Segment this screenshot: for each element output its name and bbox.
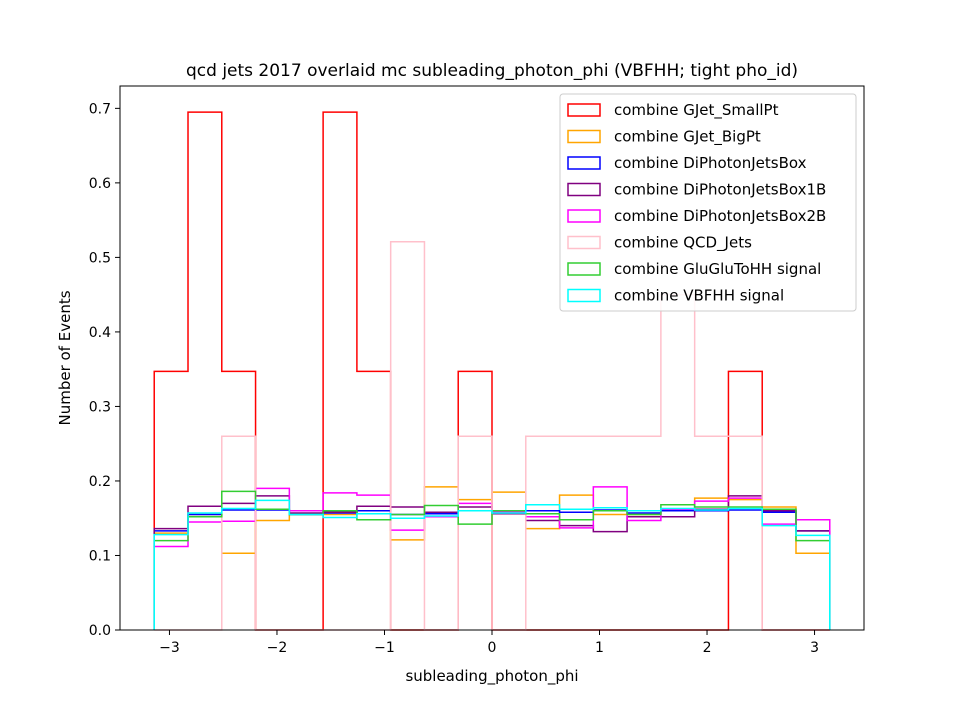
legend-box bbox=[559, 93, 857, 312]
x-tick-label: −1 bbox=[374, 640, 395, 656]
y-tick-label: 0.7 bbox=[89, 101, 111, 117]
chart-title: qcd jets 2017 overlaid mc subleading_pho… bbox=[186, 61, 798, 81]
x-tick-label: 1 bbox=[595, 640, 604, 656]
legend-swatch bbox=[567, 129, 601, 144]
legend-label: combine DiPhotonJetsBox bbox=[614, 154, 807, 172]
legend-swatch bbox=[567, 288, 601, 303]
y-tick-label: 0.3 bbox=[89, 399, 111, 415]
x-tick-label: 2 bbox=[703, 640, 712, 656]
legend-swatch bbox=[567, 182, 601, 197]
legend-label: combine DiPhotonJetsBox1B bbox=[614, 181, 826, 199]
y-axis-label: Number of Events bbox=[56, 290, 74, 425]
x-tick-label: −3 bbox=[159, 640, 180, 656]
legend-label: combine GJet_BigPt bbox=[614, 128, 761, 147]
x-tick-label: 0 bbox=[488, 640, 497, 656]
legend-swatch bbox=[567, 103, 601, 117]
y-tick-label: 0.5 bbox=[89, 250, 111, 266]
y-tick-label: 0.0 bbox=[89, 623, 111, 639]
y-axis: 0.0 0.1 0.2 0.3 0.4 0.5 0.6 0.7 bbox=[89, 101, 120, 639]
y-tick-label: 0.4 bbox=[89, 325, 111, 341]
y-tick-label: 0.2 bbox=[89, 474, 111, 490]
legend-swatch bbox=[567, 235, 601, 250]
legend-label: combine QCD_Jets bbox=[614, 234, 752, 253]
legend-label: combine GluGluToHH signal bbox=[614, 260, 821, 278]
series-line-7 bbox=[153, 499, 831, 630]
x-axis: −3 −2 −1 0 1 2 3 bbox=[159, 630, 819, 656]
legend-swatch bbox=[567, 262, 601, 276]
legend-swatch bbox=[567, 156, 601, 170]
legend-swatch bbox=[567, 209, 601, 223]
y-tick-label: 0.1 bbox=[89, 548, 111, 564]
x-axis-label: subleading_photon_phi bbox=[405, 667, 578, 686]
legend-label: combine GJet_SmallPt bbox=[614, 101, 779, 120]
legend-label: combine DiPhotonJetsBox2B bbox=[614, 207, 826, 225]
x-tick-label: 3 bbox=[810, 640, 819, 656]
y-tick-label: 0.6 bbox=[89, 176, 111, 192]
legend-label: combine VBFHH signal bbox=[614, 287, 784, 305]
x-tick-label: −2 bbox=[267, 640, 288, 656]
